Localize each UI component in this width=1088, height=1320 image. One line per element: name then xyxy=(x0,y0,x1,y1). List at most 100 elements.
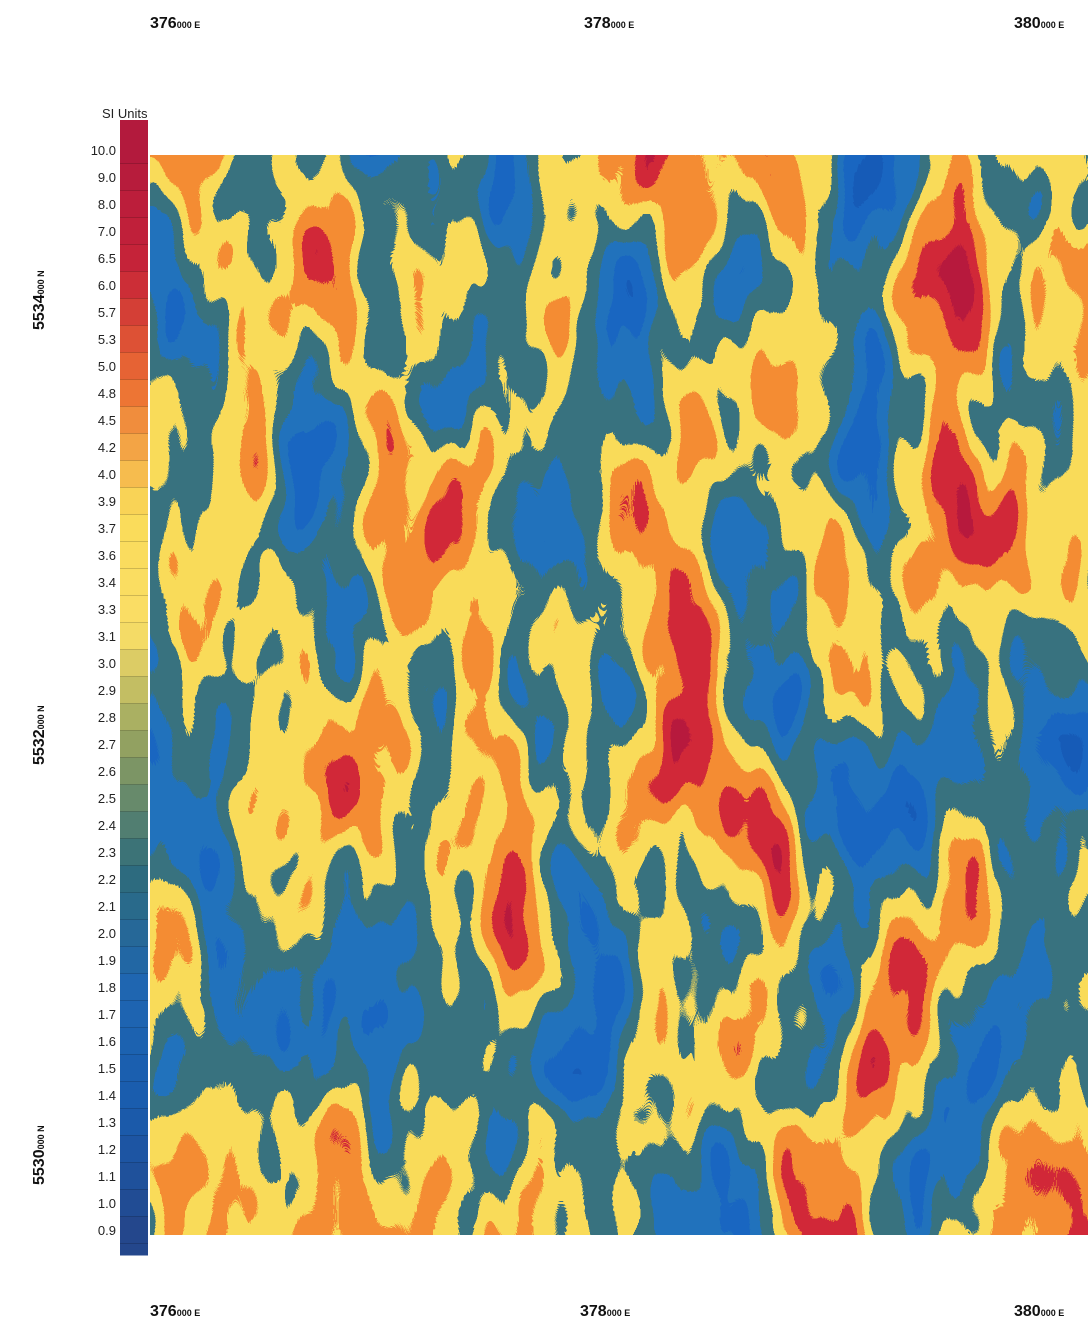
legend-label: 6.0 xyxy=(98,278,116,293)
legend-label: 10.0 xyxy=(91,143,116,158)
colorbar-swatch xyxy=(120,299,148,327)
coordinate-major: 378 xyxy=(584,15,611,32)
coordinate-label: 380000 E xyxy=(1014,15,1064,32)
colorbar-swatch xyxy=(120,758,148,786)
legend-label: 1.2 xyxy=(98,1142,116,1157)
colorbar-swatch xyxy=(120,1109,148,1137)
coordinate-label: 5530000 N xyxy=(31,1125,48,1185)
colorbar-swatch xyxy=(120,407,148,435)
coordinate-label: 378000 E xyxy=(584,15,634,32)
legend-label: 1.4 xyxy=(98,1088,116,1103)
colorbar-swatch xyxy=(120,677,148,705)
colorbar-swatch xyxy=(120,218,148,246)
colorbar-swatch xyxy=(120,785,148,813)
legend-label: 2.2 xyxy=(98,872,116,887)
legend-label: 1.7 xyxy=(98,1007,116,1022)
legend-label: 8.0 xyxy=(98,197,116,212)
coordinate-major: 376 xyxy=(150,1303,177,1320)
colorbar-swatch xyxy=(120,731,148,759)
colorbar-swatch xyxy=(120,623,148,651)
coordinate-minor: 000 E xyxy=(611,20,635,30)
legend-label: 1.8 xyxy=(98,980,116,995)
colorbar-swatch xyxy=(120,272,148,300)
colorbar: 10.09.08.07.06.56.05.75.35.04.84.54.24.0… xyxy=(91,120,148,1256)
colorbar-swatch xyxy=(120,1082,148,1110)
colorbar-swatch xyxy=(120,164,148,192)
colorbar-swatch xyxy=(120,461,148,489)
colorbar-swatch xyxy=(120,596,148,624)
legend-title: SI Units xyxy=(102,106,148,121)
coordinate-label: 380000 E xyxy=(1014,1303,1064,1320)
coordinate-minor: 000 E xyxy=(177,1308,201,1318)
legend-label: 5.3 xyxy=(98,332,116,347)
coordinate-major: 380 xyxy=(1014,1303,1041,1320)
legend-label: 2.8 xyxy=(98,710,116,725)
colorbar-swatch xyxy=(120,1055,148,1083)
colorbar-swatch xyxy=(120,1190,148,1218)
colorbar-swatch xyxy=(120,812,148,840)
colorbar-swatch xyxy=(120,515,148,543)
coordinate-minor: 000 N xyxy=(36,705,46,729)
legend-label: 3.4 xyxy=(98,575,116,590)
colorbar-swatch xyxy=(120,488,148,516)
legend-label: 6.5 xyxy=(98,251,116,266)
coordinate-major: 378 xyxy=(580,1303,607,1320)
legend-label: 2.5 xyxy=(98,791,116,806)
legend-label: 1.6 xyxy=(98,1034,116,1049)
legend-label: 3.7 xyxy=(98,521,116,536)
legend-label: 3.9 xyxy=(98,494,116,509)
legend-label: 3.1 xyxy=(98,629,116,644)
coordinate-label: 5534000 N xyxy=(31,270,48,330)
legend-label: 1.0 xyxy=(98,1196,116,1211)
coordinate-label: 376000 E xyxy=(150,1303,200,1320)
legend-label: 4.5 xyxy=(98,413,116,428)
legend-label: 2.0 xyxy=(98,926,116,941)
coordinate-minor: 000 E xyxy=(177,20,201,30)
colorbar-swatch xyxy=(120,893,148,921)
legend-label: 2.7 xyxy=(98,737,116,752)
coordinate-minor: 000 N xyxy=(36,270,46,294)
coordinate-label: 378000 E xyxy=(580,1303,630,1320)
colorbar-swatch xyxy=(120,920,148,948)
legend-label: 2.4 xyxy=(98,818,116,833)
legend-label: 9.0 xyxy=(98,170,116,185)
colorbar-swatch xyxy=(120,704,148,732)
coordinate-major: 5534 xyxy=(31,294,48,330)
coordinate-major: 376 xyxy=(150,15,177,32)
colorbar-swatch xyxy=(120,326,148,354)
colorbar-swatch xyxy=(120,1163,148,1191)
legend-label: 0.9 xyxy=(98,1223,116,1238)
colorbar-swatch xyxy=(120,353,148,381)
legend-label: 2.9 xyxy=(98,683,116,698)
legend-label: 1.5 xyxy=(98,1061,116,1076)
legend-label: 2.3 xyxy=(98,845,116,860)
coordinate-major: 380 xyxy=(1014,15,1041,32)
coordinate-minor: 000 N xyxy=(36,1125,46,1149)
coordinate-major: 5530 xyxy=(31,1149,48,1185)
colorbar-swatch xyxy=(120,839,148,867)
colorbar-swatch xyxy=(120,542,148,570)
legend-label: 3.6 xyxy=(98,548,116,563)
colorbar-swatch xyxy=(120,1001,148,1029)
coordinate-label: 5532000 N xyxy=(31,705,48,765)
colorbar-swatch xyxy=(120,974,148,1002)
colorbar-swatch xyxy=(120,1136,148,1164)
legend-label: 2.6 xyxy=(98,764,116,779)
colorbar-swatch xyxy=(120,380,148,408)
colorbar-foot xyxy=(120,1244,148,1256)
colorbar-swatch xyxy=(120,1217,148,1245)
colorbar-swatch xyxy=(120,434,148,462)
legend-label: 3.3 xyxy=(98,602,116,617)
legend-label: 3.0 xyxy=(98,656,116,671)
colorbar-swatch xyxy=(120,650,148,678)
colorbar-swatch xyxy=(120,1028,148,1056)
coordinate-minor: 000 E xyxy=(1041,1308,1065,1318)
colorbar-swatch xyxy=(120,137,148,165)
map-page: 10.09.08.07.06.56.05.75.35.04.84.54.24.0… xyxy=(0,0,1088,1320)
legend-label: 5.7 xyxy=(98,305,116,320)
legend-label: 5.0 xyxy=(98,359,116,374)
legend-label: 4.8 xyxy=(98,386,116,401)
coordinate-minor: 000 E xyxy=(607,1308,631,1318)
legend-label: 1.3 xyxy=(98,1115,116,1130)
colorbar-swatch xyxy=(120,866,148,894)
